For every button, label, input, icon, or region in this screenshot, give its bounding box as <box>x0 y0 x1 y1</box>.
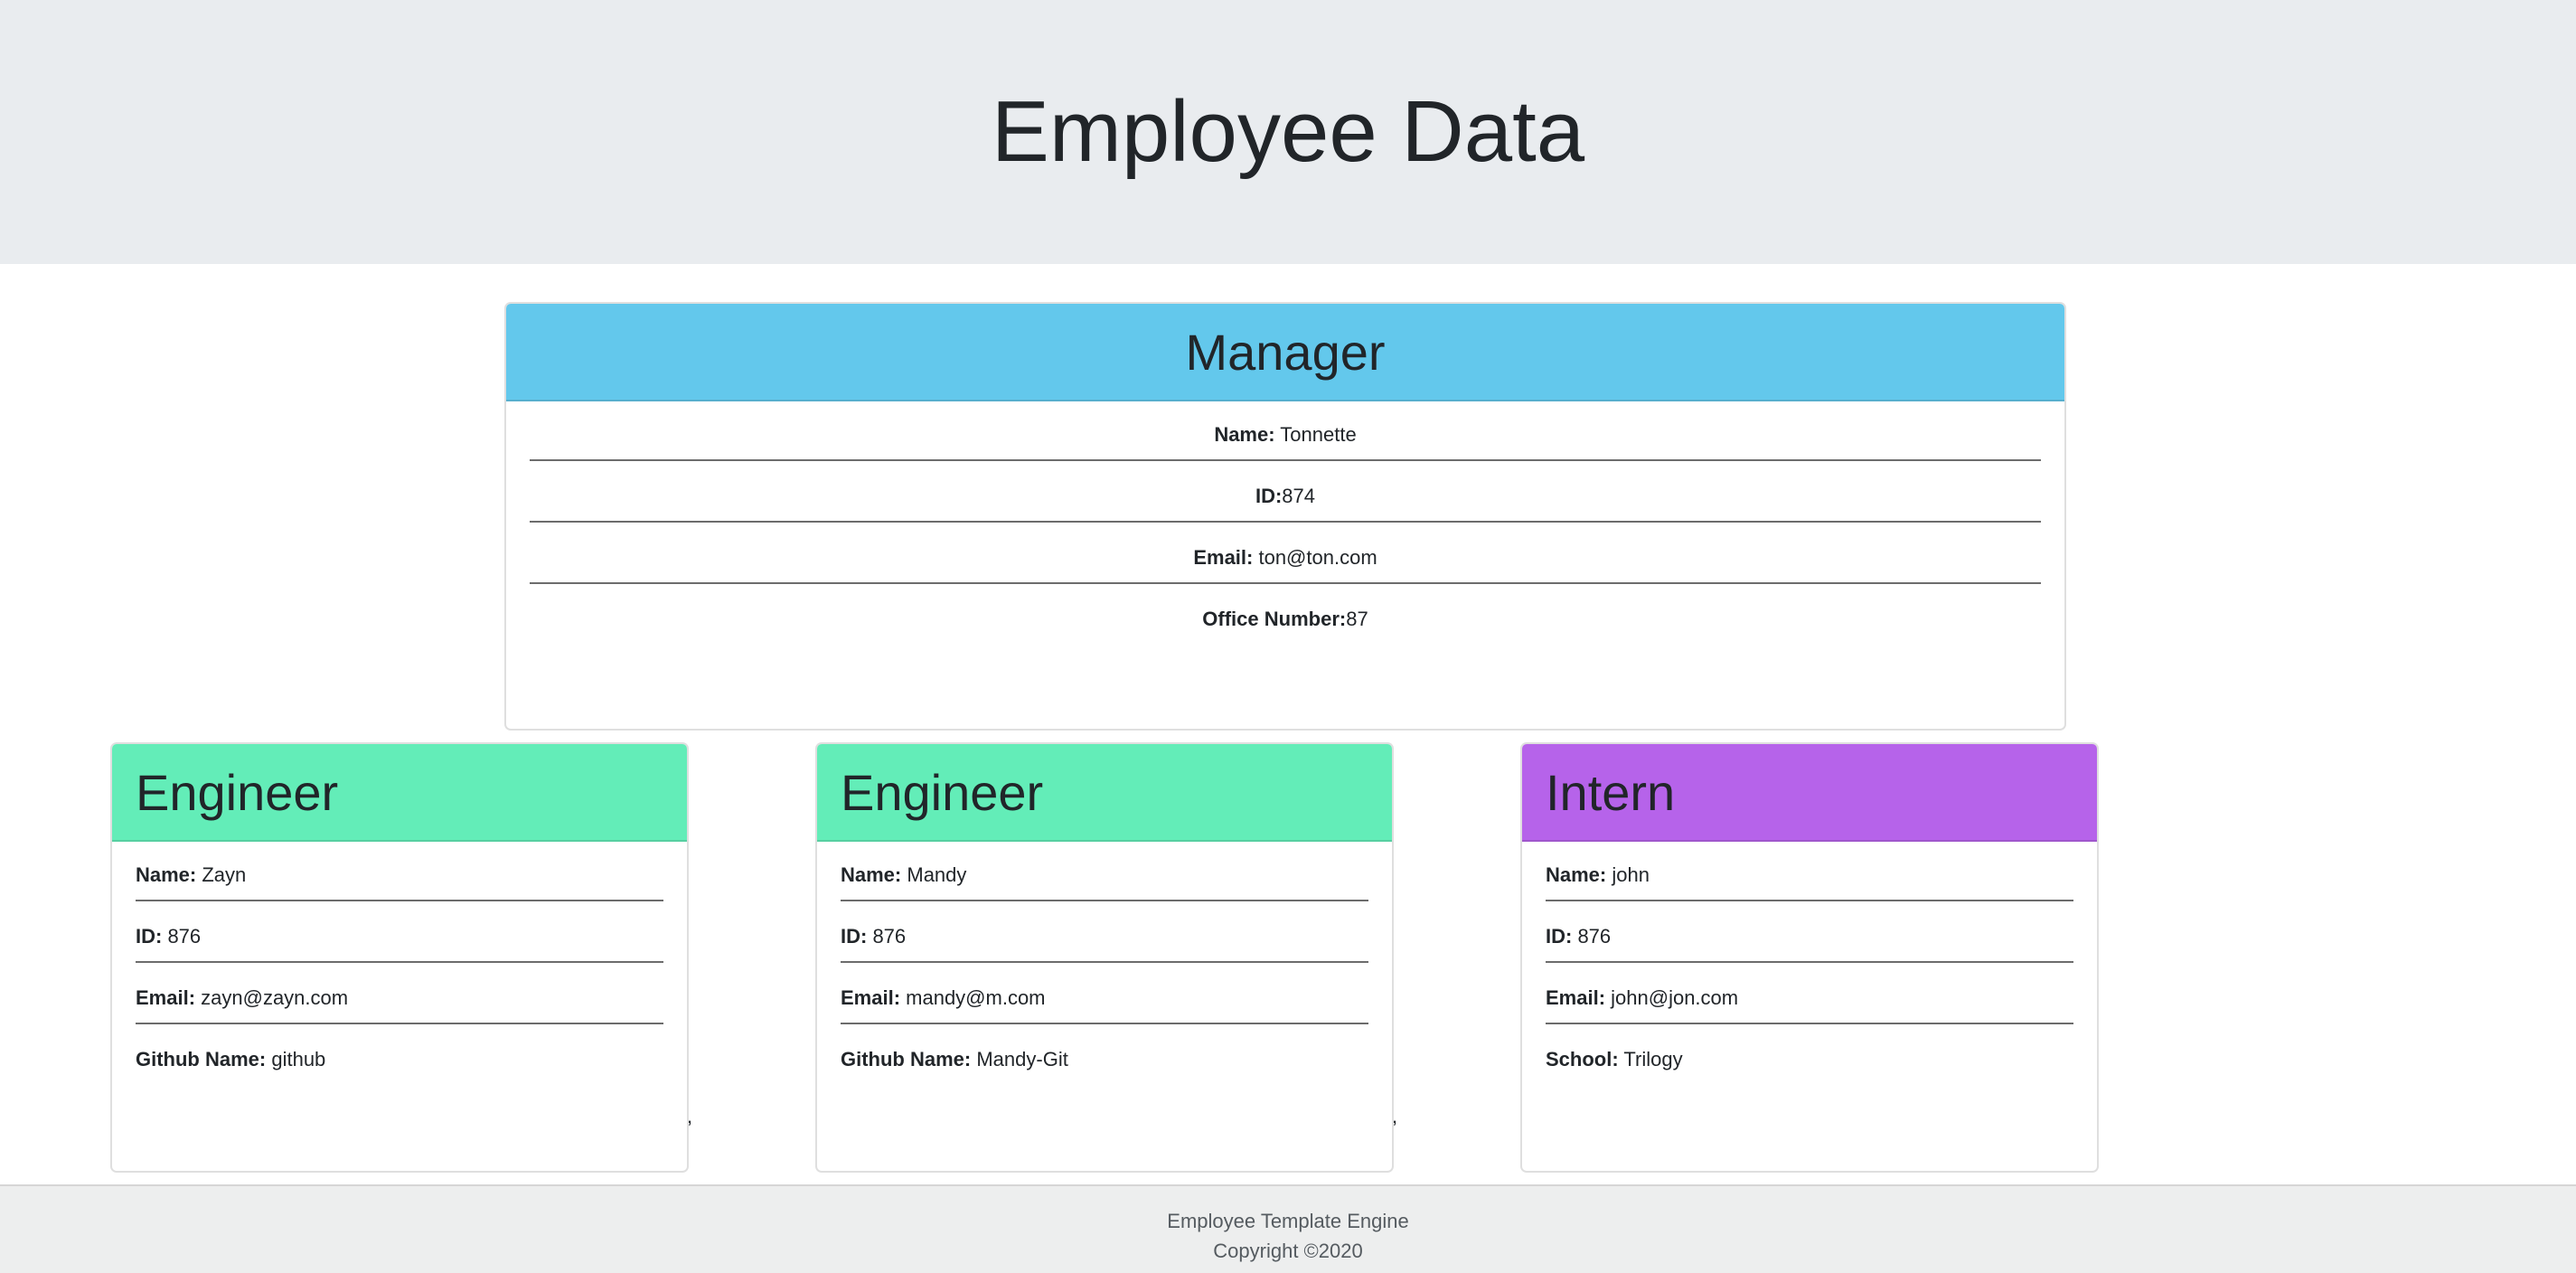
manager-id-row: ID:874 <box>530 486 2041 523</box>
manager-role-title: Manager <box>1185 323 1386 381</box>
intern-role-title: Intern <box>1546 763 1676 821</box>
field-value: Mandy <box>901 863 967 886</box>
field-label: Github Name: <box>136 1048 267 1070</box>
engineer-card: Engineer Name: Zayn ID: 876 Email: zayn@… <box>110 742 689 1173</box>
school-row: School: Trilogy <box>1546 1050 2073 1084</box>
email-row: Email: john@jon.com <box>1546 988 2073 1024</box>
id-row: ID: 876 <box>136 927 663 963</box>
manager-card: Manager Name: Tonnette ID:874 Email: ton… <box>504 302 2066 731</box>
field-label: School: <box>1546 1048 1619 1070</box>
field-value: 876 <box>162 925 202 948</box>
field-label: Email: <box>1546 986 1606 1009</box>
field-value: 87 <box>1346 608 1368 630</box>
field-value: zayn@zayn.com <box>195 986 349 1009</box>
field-value: john@jon.com <box>1605 986 1739 1009</box>
footer-title: Employee Template Engine <box>1167 1210 1409 1232</box>
footer: Employee Template Engine Copyright ©2020 <box>0 1184 2576 1273</box>
manager-card-body: Name: Tonnette ID:874 Email: ton@ton.com… <box>506 401 2064 644</box>
field-label: Email: <box>136 986 196 1009</box>
jumbotron-header: Employee Data <box>0 0 2576 264</box>
field-label: Email: <box>841 986 901 1009</box>
name-row: Name: Mandy <box>841 865 1368 901</box>
field-value: 876 <box>1572 925 1612 948</box>
intern-card-header: Intern <box>1522 744 2097 842</box>
field-label: Github Name: <box>841 1048 972 1070</box>
name-row: Name: john <box>1546 865 2073 901</box>
engineer-card-header: Engineer <box>817 744 1392 842</box>
email-row: Email: zayn@zayn.com <box>136 988 663 1024</box>
email-row: Email: mandy@m.com <box>841 988 1368 1024</box>
id-row: ID: 876 <box>1546 927 2073 963</box>
intern-card-body: Name: john ID: 876 Email: john@jon.com S… <box>1522 842 2097 1084</box>
page-title: Employee Data <box>991 83 1585 180</box>
field-label: ID: <box>1255 485 1283 507</box>
field-label: ID: <box>841 925 868 948</box>
field-label: Name: <box>136 863 197 886</box>
stray-comma: , <box>687 1105 693 1127</box>
field-value: Zayn <box>196 863 247 886</box>
field-value: github <box>266 1048 326 1070</box>
github-row: Github Name: Mandy-Git <box>841 1050 1368 1084</box>
field-value: Trilogy <box>1618 1048 1683 1070</box>
field-label: ID: <box>1546 925 1573 948</box>
manager-card-header: Manager <box>506 304 2064 401</box>
field-label: ID: <box>136 925 163 948</box>
engineer-card: Engineer Name: Mandy ID: 876 Email: mand… <box>815 742 1394 1173</box>
field-value: Mandy-Git <box>971 1048 1068 1070</box>
id-row: ID: 876 <box>841 927 1368 963</box>
engineer-role-title: Engineer <box>841 763 1044 821</box>
field-value: mandy@m.com <box>900 986 1046 1009</box>
manager-email-row: Email: ton@ton.com <box>530 548 2041 584</box>
field-value: john <box>1606 863 1650 886</box>
field-value: 874 <box>1282 485 1316 507</box>
field-value: ton@ton.com <box>1253 546 1377 569</box>
field-value: 876 <box>867 925 907 948</box>
github-row: Github Name: github <box>136 1050 663 1084</box>
stray-comma: , <box>1392 1105 1398 1127</box>
field-label: Name: <box>841 863 902 886</box>
manager-office-row: Office Number:87 <box>530 609 2041 644</box>
manager-name-row: Name: Tonnette <box>530 425 2041 461</box>
name-row: Name: Zayn <box>136 865 663 901</box>
field-label: Office Number: <box>1202 608 1347 630</box>
engineer-card-body: Name: Mandy ID: 876 Email: mandy@m.com G… <box>817 842 1392 1084</box>
field-value: Tonnette <box>1274 423 1357 446</box>
intern-card: Intern Name: john ID: 876 Email: john@jo… <box>1520 742 2099 1173</box>
field-label: Name: <box>1214 423 1275 446</box>
engineer-role-title: Engineer <box>136 763 339 821</box>
field-label: Email: <box>1193 546 1254 569</box>
engineer-card-header: Engineer <box>112 744 687 842</box>
field-label: Name: <box>1546 863 1607 886</box>
footer-copyright: Copyright ©2020 <box>1213 1240 1363 1262</box>
engineer-card-body: Name: Zayn ID: 876 Email: zayn@zayn.com … <box>112 842 687 1084</box>
